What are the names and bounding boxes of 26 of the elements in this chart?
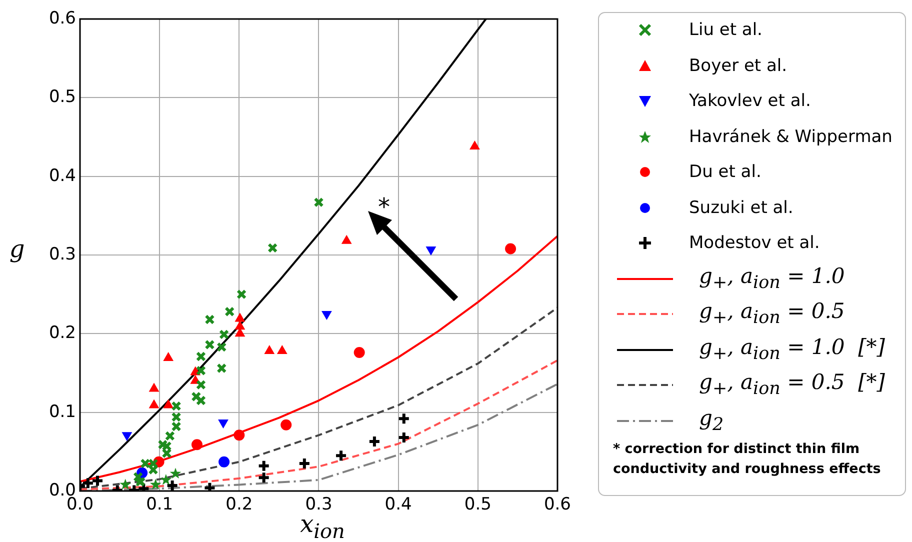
text: * correction for distinct thin film conductivity and roughness effects [613, 440, 882, 479]
legend-label: Liu et al. [689, 20, 762, 40]
legend-label: Havránek & Wipperman [689, 126, 892, 146]
legend-label: g$_{2}$ [699, 406, 724, 436]
x-tick-label: 0.5 [464, 494, 492, 515]
legend-label: Modestov et al. [689, 233, 820, 253]
legend-label: Yakovlev et al. [689, 91, 811, 111]
legend-label: g$_{+}$, a$_{ion}$ = 1.0 [699, 264, 845, 294]
y-tick-label: 0.6 [48, 8, 76, 28]
x-tick-label: 0.6 [544, 494, 572, 515]
annotation: * [378, 193, 390, 221]
x-tick-label: 0.1 [146, 494, 174, 515]
y-axis-title: g [8, 235, 26, 263]
legend-label: g$_{+}$, a$_{ion}$ = 1.0 [*] [699, 334, 885, 364]
y-tick-label: 0.4 [48, 166, 76, 186]
legend-label: Boyer et al. [689, 56, 788, 76]
y-tick-label: 0.1 [48, 402, 76, 422]
y-tick-label: 0.2 [48, 323, 76, 344]
y-tick-label: 0.5 [48, 87, 76, 108]
x-tick-label: 0.2 [226, 494, 253, 515]
legend-label: g$_{+}$, a$_{ion}$ = 0.5 [699, 299, 845, 329]
legend-label: Suzuki et al. [689, 198, 794, 218]
y-tick-label: 0.3 [48, 244, 76, 264]
legend-label: Du et al. [689, 162, 762, 182]
legend-label: g$_{+}$, a$_{ion}$ = 0.5 [*] [699, 370, 885, 400]
x-tick-label: 0.4 [384, 494, 412, 515]
